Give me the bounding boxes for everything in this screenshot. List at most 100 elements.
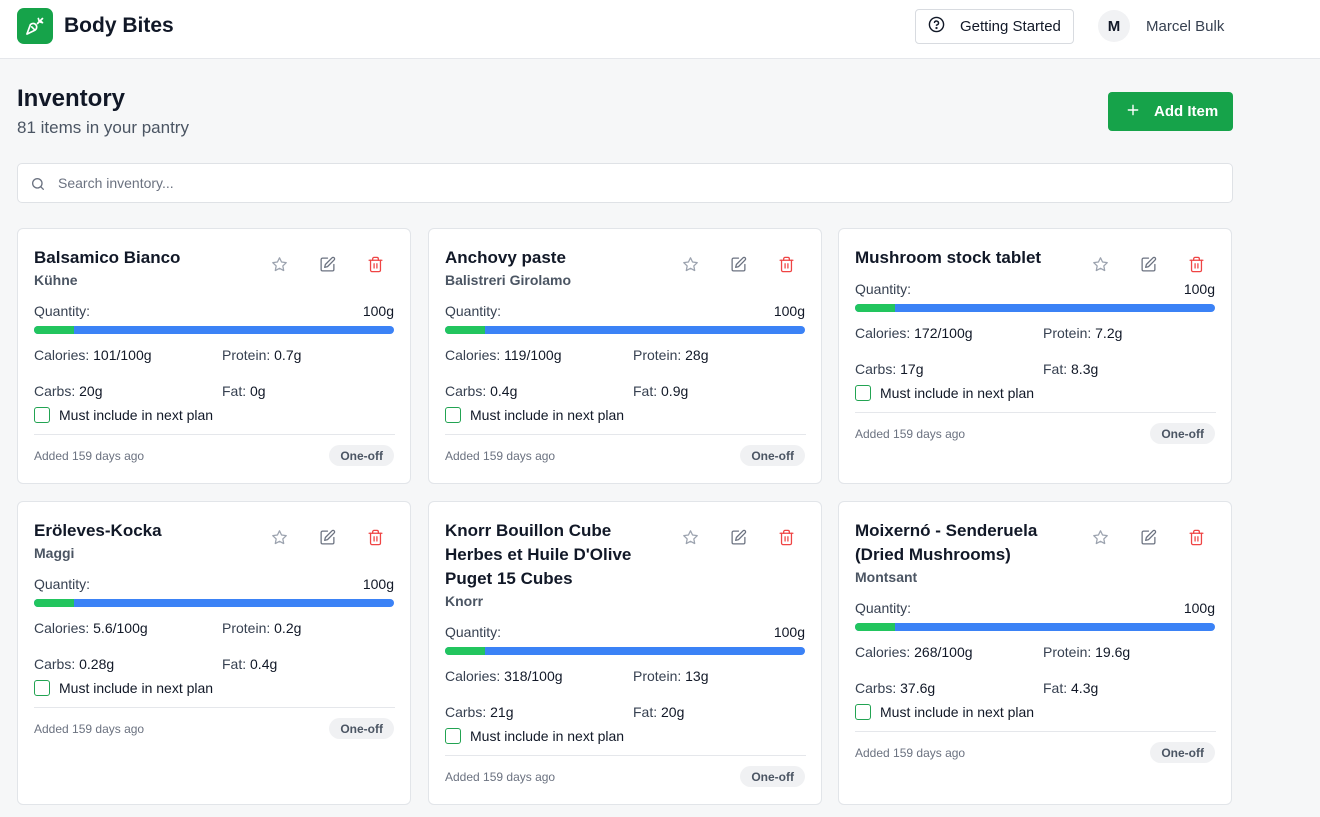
frequency-badge: One-off <box>329 718 394 739</box>
must-include-checkbox[interactable] <box>445 407 461 423</box>
calories-label: Calories: <box>855 644 911 660</box>
top-bar: Body Bites Getting Started M Marcel Bulk <box>0 0 1320 59</box>
edit-icon[interactable] <box>316 526 338 548</box>
edit-icon[interactable] <box>727 253 749 275</box>
quantity-bar <box>855 304 1215 312</box>
fat-value: 8.3g <box>1071 361 1099 377</box>
carbs-label: Carbs: <box>855 361 897 377</box>
protein-stat: Protein: 13g <box>633 668 709 684</box>
quantity-bar <box>34 326 394 334</box>
calories-value: 318/100g <box>504 668 563 684</box>
must-include-toggle[interactable]: Must include in next plan <box>445 407 624 423</box>
quantity-label: Quantity: <box>445 303 502 319</box>
search-input[interactable] <box>58 164 1218 202</box>
favorite-star-icon[interactable] <box>679 253 701 275</box>
quantity-bar-fill <box>855 623 895 631</box>
quantity-label: Quantity: <box>855 281 912 297</box>
calories-label: Calories: <box>445 347 501 363</box>
calories-value: 5.6/100g <box>93 620 148 636</box>
favorite-star-icon[interactable] <box>679 526 701 548</box>
delete-trash-icon[interactable] <box>775 526 797 548</box>
protein-value: 19.6g <box>1095 644 1131 660</box>
item-title: Moixernó - Senderuela (Dried Mushrooms) … <box>855 519 1080 587</box>
carbs-value: 0.28g <box>79 656 115 672</box>
carrot-logo-icon[interactable] <box>17 8 53 44</box>
must-include-label: Must include in next plan <box>880 704 1035 720</box>
edit-icon[interactable] <box>316 253 338 275</box>
carbs-stat: Carbs: 0.28g <box>34 656 114 672</box>
added-date: Added 159 days ago <box>34 449 145 463</box>
protein-value: 0.7g <box>274 347 302 363</box>
quantity-value: 100g <box>362 303 394 319</box>
must-include-toggle[interactable]: Must include in next plan <box>34 680 213 696</box>
protein-stat: Protein: 7.2g <box>1043 325 1122 341</box>
carbs-value: 0.4g <box>490 383 518 399</box>
delete-trash-icon[interactable] <box>364 253 386 275</box>
delete-trash-icon[interactable] <box>1185 526 1207 548</box>
page-title: Inventory <box>17 85 126 112</box>
carbs-stat: Carbs: 17g <box>855 361 923 377</box>
fat-label: Fat: <box>633 383 658 399</box>
must-include-checkbox[interactable] <box>855 385 871 401</box>
must-include-toggle[interactable]: Must include in next plan <box>855 704 1034 720</box>
plus-icon <box>1126 103 1140 121</box>
item-title: Eröleves-Kocka Maggi <box>34 519 259 563</box>
protein-value: 28g <box>685 347 709 363</box>
inventory-card: Balsamico Bianco Kühne Quantity: 100g Ca… <box>17 228 411 484</box>
protein-label: Protein: <box>222 620 271 636</box>
add-item-label: Add Item <box>1154 103 1219 120</box>
calories-stat: Calories: 268/100g <box>855 644 973 660</box>
must-include-checkbox[interactable] <box>855 704 871 720</box>
quantity-value: 100g <box>1183 600 1215 616</box>
edit-icon[interactable] <box>1137 253 1159 275</box>
must-include-label: Must include in next plan <box>880 385 1035 401</box>
must-include-checkbox[interactable] <box>445 728 461 744</box>
quantity-value: 100g <box>773 624 805 640</box>
carbs-label: Carbs: <box>445 383 487 399</box>
user-avatar[interactable]: M <box>1098 10 1130 42</box>
delete-trash-icon[interactable] <box>364 526 386 548</box>
item-brand: Kühne <box>34 272 78 288</box>
edit-icon[interactable] <box>1137 526 1159 548</box>
calories-label: Calories: <box>34 347 90 363</box>
must-include-toggle[interactable]: Must include in next plan <box>34 407 213 423</box>
fat-stat: Fat: 20g <box>633 704 684 720</box>
frequency-badge: One-off <box>1150 423 1215 444</box>
must-include-checkbox[interactable] <box>34 680 50 696</box>
user-name[interactable]: Marcel Bulk <box>1146 18 1225 35</box>
delete-trash-icon[interactable] <box>1185 253 1207 275</box>
must-include-label: Must include in next plan <box>470 728 625 744</box>
favorite-star-icon[interactable] <box>1089 526 1111 548</box>
carbs-stat: Carbs: 0.4g <box>445 383 517 399</box>
added-date: Added 159 days ago <box>855 746 966 760</box>
quantity-value: 100g <box>362 576 394 592</box>
fat-value: 0.4g <box>250 656 278 672</box>
add-item-button[interactable]: Add Item <box>1108 92 1233 131</box>
delete-trash-icon[interactable] <box>775 253 797 275</box>
must-include-label: Must include in next plan <box>470 407 625 423</box>
item-title: Mushroom stock tablet <box>855 246 1080 270</box>
added-date: Added 159 days ago <box>445 770 556 784</box>
calories-stat: Calories: 172/100g <box>855 325 973 341</box>
help-circle-icon <box>928 16 945 37</box>
calories-stat: Calories: 5.6/100g <box>34 620 148 636</box>
must-include-toggle[interactable]: Must include in next plan <box>855 385 1034 401</box>
must-include-checkbox[interactable] <box>34 407 50 423</box>
getting-started-button[interactable]: Getting Started <box>915 9 1074 44</box>
favorite-star-icon[interactable] <box>268 253 290 275</box>
fat-value: 4.3g <box>1071 680 1099 696</box>
inventory-card: Mushroom stock tablet Quantity: 100g Cal… <box>838 228 1232 484</box>
calories-label: Calories: <box>855 325 911 341</box>
must-include-toggle[interactable]: Must include in next plan <box>445 728 624 744</box>
favorite-star-icon[interactable] <box>1089 253 1111 275</box>
edit-icon[interactable] <box>727 526 749 548</box>
getting-started-label: Getting Started <box>960 18 1061 35</box>
card-divider <box>855 731 1216 732</box>
fat-label: Fat: <box>222 383 247 399</box>
calories-label: Calories: <box>445 668 501 684</box>
added-date: Added 159 days ago <box>855 427 966 441</box>
item-title: Anchovy paste Balistreri Girolamo <box>445 246 670 290</box>
calories-value: 172/100g <box>914 325 973 341</box>
favorite-star-icon[interactable] <box>268 526 290 548</box>
frequency-badge: One-off <box>329 445 394 466</box>
